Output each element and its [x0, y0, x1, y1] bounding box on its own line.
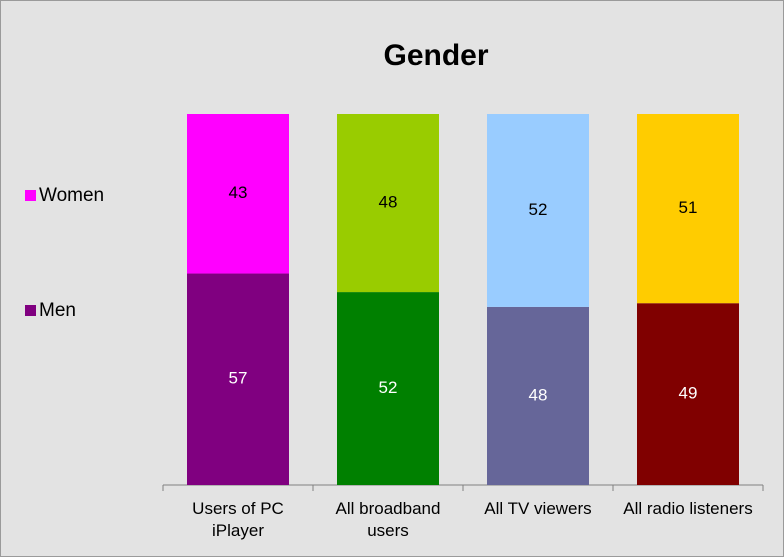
- data-label: 57: [229, 369, 248, 388]
- bar-segment: [337, 114, 439, 293]
- data-label: 48: [529, 385, 548, 404]
- x-tick-label: All radio listeners: [623, 499, 753, 518]
- bar-segment: [637, 303, 739, 485]
- legend-label: Men: [39, 300, 76, 321]
- legend-swatch: [25, 305, 36, 316]
- data-label: 49: [679, 384, 698, 403]
- legend-swatch: [25, 190, 36, 201]
- bar-segment: [187, 273, 289, 485]
- bar-segment: [637, 114, 739, 304]
- bar-segment: [487, 306, 589, 485]
- bar-segment: [487, 114, 589, 307]
- x-tick-label: All broadband users: [335, 499, 441, 540]
- x-tick-label: Users of PC iPlayer: [192, 499, 284, 540]
- bar-segment: [187, 114, 289, 274]
- legend-label: Women: [39, 185, 104, 206]
- chart-title: Gender: [383, 39, 488, 72]
- data-label: 48: [379, 193, 398, 212]
- bar-segment: [337, 292, 439, 485]
- data-label: 52: [529, 200, 548, 219]
- data-label: 43: [229, 183, 248, 202]
- data-label: 52: [379, 378, 398, 397]
- x-tick-label: All TV viewers: [484, 499, 592, 518]
- data-label: 51: [679, 198, 698, 217]
